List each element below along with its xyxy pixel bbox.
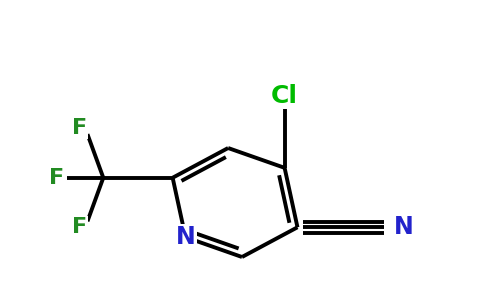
Text: N: N (393, 215, 413, 239)
Text: F: F (72, 118, 87, 138)
Text: F: F (49, 168, 64, 188)
Text: N: N (176, 225, 196, 249)
Text: F: F (72, 217, 87, 237)
Text: Cl: Cl (271, 83, 298, 107)
